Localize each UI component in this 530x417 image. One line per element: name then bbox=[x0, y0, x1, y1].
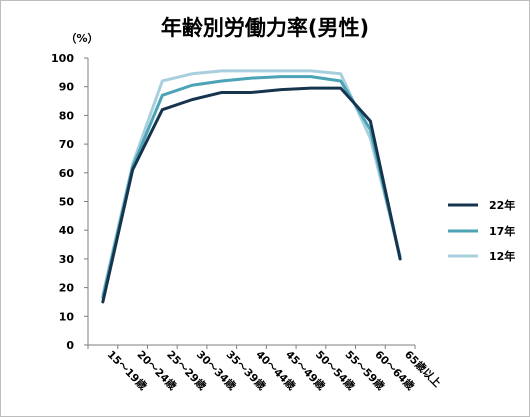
y-tick-label: 100 bbox=[51, 52, 74, 65]
legend-label: 17年 bbox=[489, 224, 515, 238]
y-tick-label: 70 bbox=[59, 138, 75, 151]
legend-label: 22年 bbox=[489, 198, 515, 212]
series-lines bbox=[101, 69, 402, 304]
y-tick-label: 10 bbox=[59, 310, 75, 323]
legend-label: 12年 bbox=[489, 249, 515, 263]
y-tick-label: 50 bbox=[59, 196, 75, 209]
series-line-17年 bbox=[101, 75, 402, 300]
chart-title: 年齢別労働力率(男性) bbox=[161, 16, 369, 40]
y-tick-label: 90 bbox=[59, 81, 75, 94]
y-axis-unit: （%） bbox=[65, 32, 98, 45]
axes bbox=[84, 57, 416, 349]
y-tick-label: 30 bbox=[59, 253, 75, 266]
x-tick-labels: 15～19歳20～24歳25～29歳30～34歳35～39歳40～44歳45～4… bbox=[105, 348, 444, 393]
y-tick-label: 40 bbox=[59, 224, 75, 237]
y-tick-labels: 0 10 20 30 40 50 60 70 80 90 100 bbox=[51, 52, 74, 352]
y-tick-label: 0 bbox=[66, 339, 74, 352]
y-tick-label: 80 bbox=[59, 109, 75, 122]
y-tick-label: 60 bbox=[59, 167, 75, 180]
y-tick-label: 20 bbox=[59, 282, 75, 295]
series-line-22年 bbox=[101, 86, 402, 304]
legend: 22年 17年 12年 bbox=[448, 198, 515, 263]
